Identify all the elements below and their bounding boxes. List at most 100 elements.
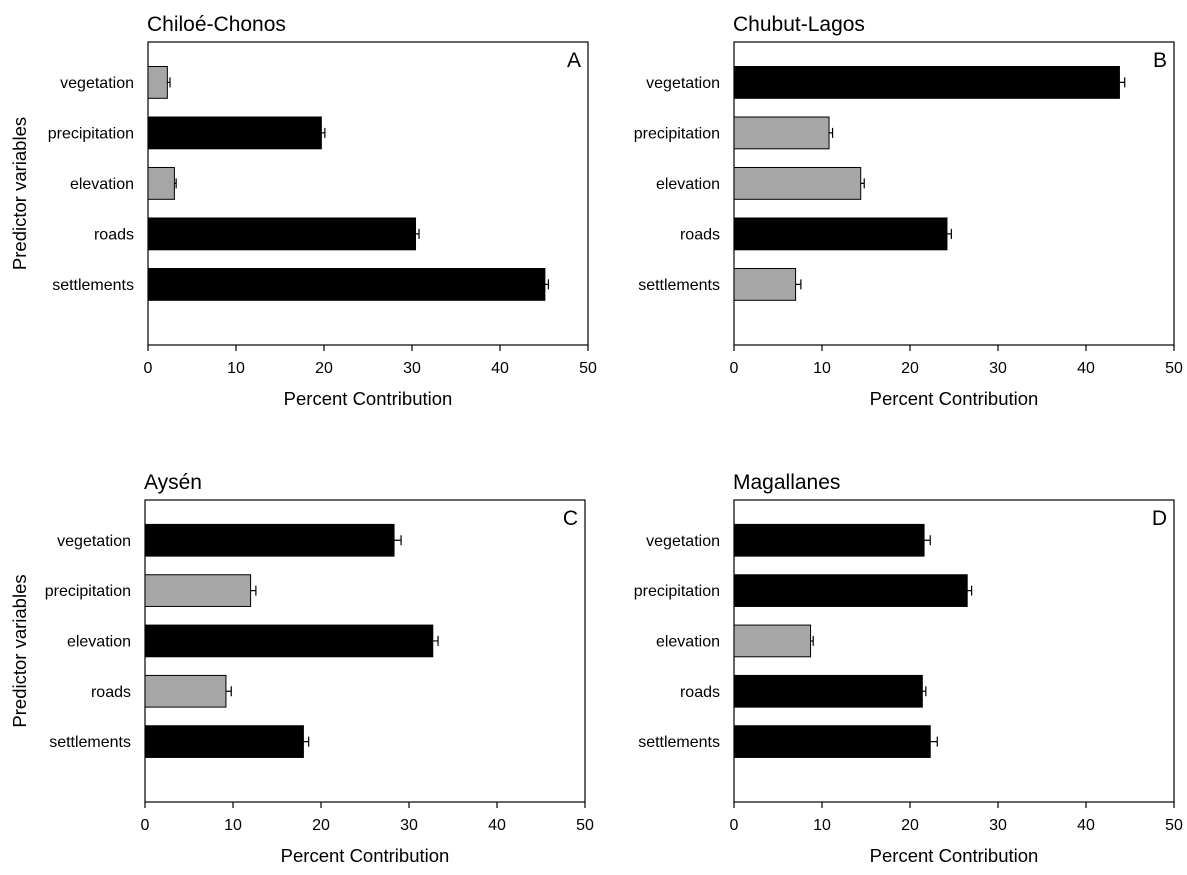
- x-tick-label: 40: [1077, 360, 1095, 377]
- error-bar-elevation: [432, 635, 439, 646]
- x-tick-label: 50: [579, 360, 597, 377]
- x-tick-label: 30: [989, 817, 1007, 834]
- panel-label: C: [563, 507, 578, 530]
- x-axis-label: Percent Contribution: [284, 388, 453, 409]
- x-tick-label: 30: [400, 817, 418, 834]
- x-tick-label: 40: [491, 360, 509, 377]
- category-label-settlements: settlements: [638, 734, 720, 751]
- bar-elevation: [144, 624, 434, 658]
- category-label-roads: roads: [680, 226, 720, 243]
- bar-vegetation: [733, 65, 1120, 99]
- error-bar-precipitation: [829, 127, 834, 138]
- x-axis-label: Percent Contribution: [870, 388, 1039, 409]
- bar-roads: [144, 674, 227, 708]
- bar-settlements: [144, 725, 304, 758]
- bar-precipitation: [733, 116, 830, 150]
- x-tick-label: 20: [901, 360, 919, 377]
- bar-elevation: [733, 624, 812, 658]
- x-tick-label: 30: [989, 360, 1007, 377]
- category-label-roads: roads: [94, 226, 134, 243]
- error-bar-roads: [225, 686, 232, 697]
- error-bar-vegetation: [167, 77, 171, 88]
- bar-elevation: [733, 166, 862, 200]
- bar-precipitation: [733, 574, 968, 607]
- x-axis-label: Percent Contribution: [870, 845, 1039, 866]
- bar-roads: [733, 217, 948, 251]
- category-label-vegetation: vegetation: [646, 533, 720, 550]
- x-tick-label: 50: [576, 817, 594, 834]
- x-tick-label: 20: [312, 817, 330, 834]
- category-label-settlements: settlements: [638, 277, 720, 294]
- panel-label: A: [567, 49, 581, 72]
- x-tick-label: 0: [144, 360, 153, 377]
- x-tick-label: 50: [1165, 817, 1183, 834]
- category-label-roads: roads: [91, 684, 131, 701]
- x-tick-label: 10: [224, 817, 242, 834]
- category-label-roads: roads: [680, 684, 720, 701]
- error-bar-vegetation: [1119, 77, 1126, 88]
- category-label-settlements: settlements: [52, 277, 134, 294]
- chart-title: Aysén: [144, 471, 202, 494]
- bar-roads: [147, 217, 417, 251]
- x-tick-label: 10: [227, 360, 245, 377]
- bar-vegetation: [147, 65, 168, 99]
- error-bar-precipitation: [250, 585, 257, 596]
- chart-title: Chubut-Lagos: [733, 13, 865, 36]
- error-bar-precipitation: [967, 585, 973, 596]
- category-label-elevation: elevation: [656, 633, 720, 650]
- bar-precipitation: [147, 116, 322, 150]
- error-bar-precipitation: [321, 127, 326, 138]
- category-label-elevation: elevation: [656, 176, 720, 193]
- x-tick-label: 30: [403, 360, 421, 377]
- x-axis-label: Percent Contribution: [281, 845, 450, 866]
- chart-title: Chiloé-Chonos: [147, 13, 286, 36]
- x-tick-label: 40: [1077, 817, 1095, 834]
- error-bar-settlements: [544, 279, 549, 290]
- bar-settlements: [733, 725, 931, 758]
- y-axis-label: Predictor variables: [9, 117, 30, 270]
- category-label-elevation: elevation: [67, 633, 131, 650]
- error-bar-vegetation: [924, 535, 931, 546]
- category-label-precipitation: precipitation: [634, 125, 720, 142]
- chart-title: Magallanes: [733, 471, 840, 494]
- error-bar-settlements: [930, 736, 938, 747]
- category-label-precipitation: precipitation: [45, 583, 131, 600]
- bar-vegetation: [144, 523, 395, 557]
- bar-elevation: [147, 166, 175, 200]
- category-label-settlements: settlements: [49, 734, 131, 751]
- x-tick-label: 0: [730, 817, 739, 834]
- error-bar-roads: [415, 228, 420, 239]
- category-label-elevation: elevation: [70, 176, 134, 193]
- bar-precipitation: [144, 574, 252, 607]
- x-tick-label: 20: [315, 360, 333, 377]
- category-label-vegetation: vegetation: [57, 533, 131, 550]
- x-tick-label: 40: [488, 817, 506, 834]
- x-tick-label: 50: [1165, 360, 1183, 377]
- x-tick-label: 10: [813, 360, 831, 377]
- error-bar-settlements: [795, 279, 802, 290]
- error-bar-elevation: [810, 635, 814, 646]
- y-axis-label: Predictor variables: [9, 574, 30, 727]
- category-label-precipitation: precipitation: [48, 125, 134, 142]
- x-tick-label: 0: [141, 817, 150, 834]
- category-label-precipitation: precipitation: [634, 583, 720, 600]
- bar-vegetation: [733, 523, 925, 557]
- error-bar-roads: [946, 228, 952, 239]
- error-bar-elevation: [860, 178, 865, 189]
- category-label-vegetation: vegetation: [646, 75, 720, 92]
- error-bar-roads: [922, 686, 927, 697]
- error-bar-vegetation: [394, 535, 402, 546]
- panel-label: B: [1153, 49, 1167, 72]
- bar-roads: [733, 674, 923, 708]
- category-label-vegetation: vegetation: [60, 75, 134, 92]
- x-tick-label: 0: [730, 360, 739, 377]
- bar-settlements: [733, 267, 797, 301]
- error-bar-settlements: [303, 736, 310, 747]
- panel-label: D: [1152, 507, 1167, 530]
- bar-settlements: [147, 267, 546, 301]
